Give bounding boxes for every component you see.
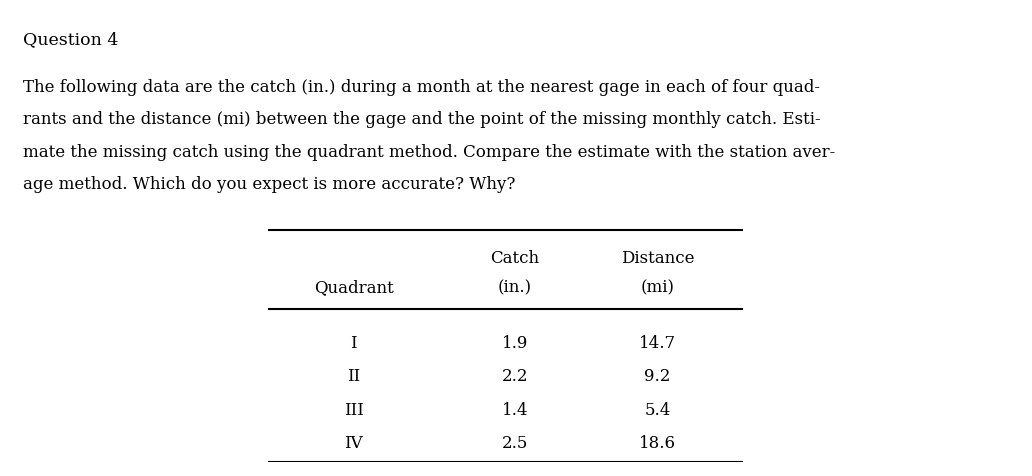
Text: 14.7: 14.7 bbox=[639, 334, 676, 351]
Text: 9.2: 9.2 bbox=[644, 367, 671, 385]
Text: IV: IV bbox=[345, 434, 363, 451]
Text: (in.): (in.) bbox=[498, 278, 533, 296]
Text: Catch: Catch bbox=[490, 250, 540, 267]
Text: age method. Which do you expect is more accurate? Why?: age method. Which do you expect is more … bbox=[23, 176, 515, 193]
Text: 18.6: 18.6 bbox=[639, 434, 676, 451]
Text: Question 4: Question 4 bbox=[23, 31, 118, 48]
Text: II: II bbox=[347, 367, 360, 385]
Text: 1.4: 1.4 bbox=[502, 401, 528, 418]
Text: 2.5: 2.5 bbox=[502, 434, 528, 451]
Text: III: III bbox=[344, 401, 363, 418]
Text: rants and the distance (mi) between the gage and the point of the missing monthl: rants and the distance (mi) between the … bbox=[23, 111, 820, 128]
Text: I: I bbox=[351, 334, 357, 351]
Text: mate the missing catch using the quadrant method. Compare the estimate with the : mate the missing catch using the quadran… bbox=[23, 143, 835, 160]
Text: 1.9: 1.9 bbox=[502, 334, 528, 351]
Text: (mi): (mi) bbox=[641, 278, 675, 296]
Text: Quadrant: Quadrant bbox=[314, 278, 393, 296]
Text: 5.4: 5.4 bbox=[644, 401, 671, 418]
Text: The following data are the catch (in.) during a month at the nearest gage in eac: The following data are the catch (in.) d… bbox=[23, 79, 819, 96]
Text: 2.2: 2.2 bbox=[502, 367, 528, 385]
Text: Distance: Distance bbox=[621, 250, 695, 267]
